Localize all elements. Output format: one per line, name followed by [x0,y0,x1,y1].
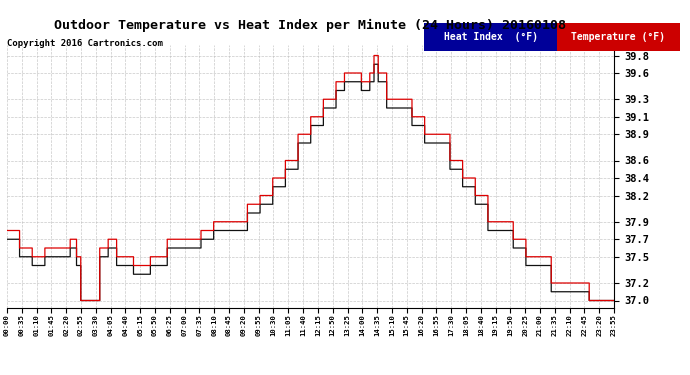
Text: Temperature (°F): Temperature (°F) [571,32,665,42]
FancyBboxPatch shape [424,22,557,51]
Text: Copyright 2016 Cartronics.com: Copyright 2016 Cartronics.com [7,39,163,48]
FancyBboxPatch shape [557,22,680,51]
Text: Heat Index  (°F): Heat Index (°F) [444,32,538,42]
Text: Outdoor Temperature vs Heat Index per Minute (24 Hours) 20160108: Outdoor Temperature vs Heat Index per Mi… [55,19,566,32]
